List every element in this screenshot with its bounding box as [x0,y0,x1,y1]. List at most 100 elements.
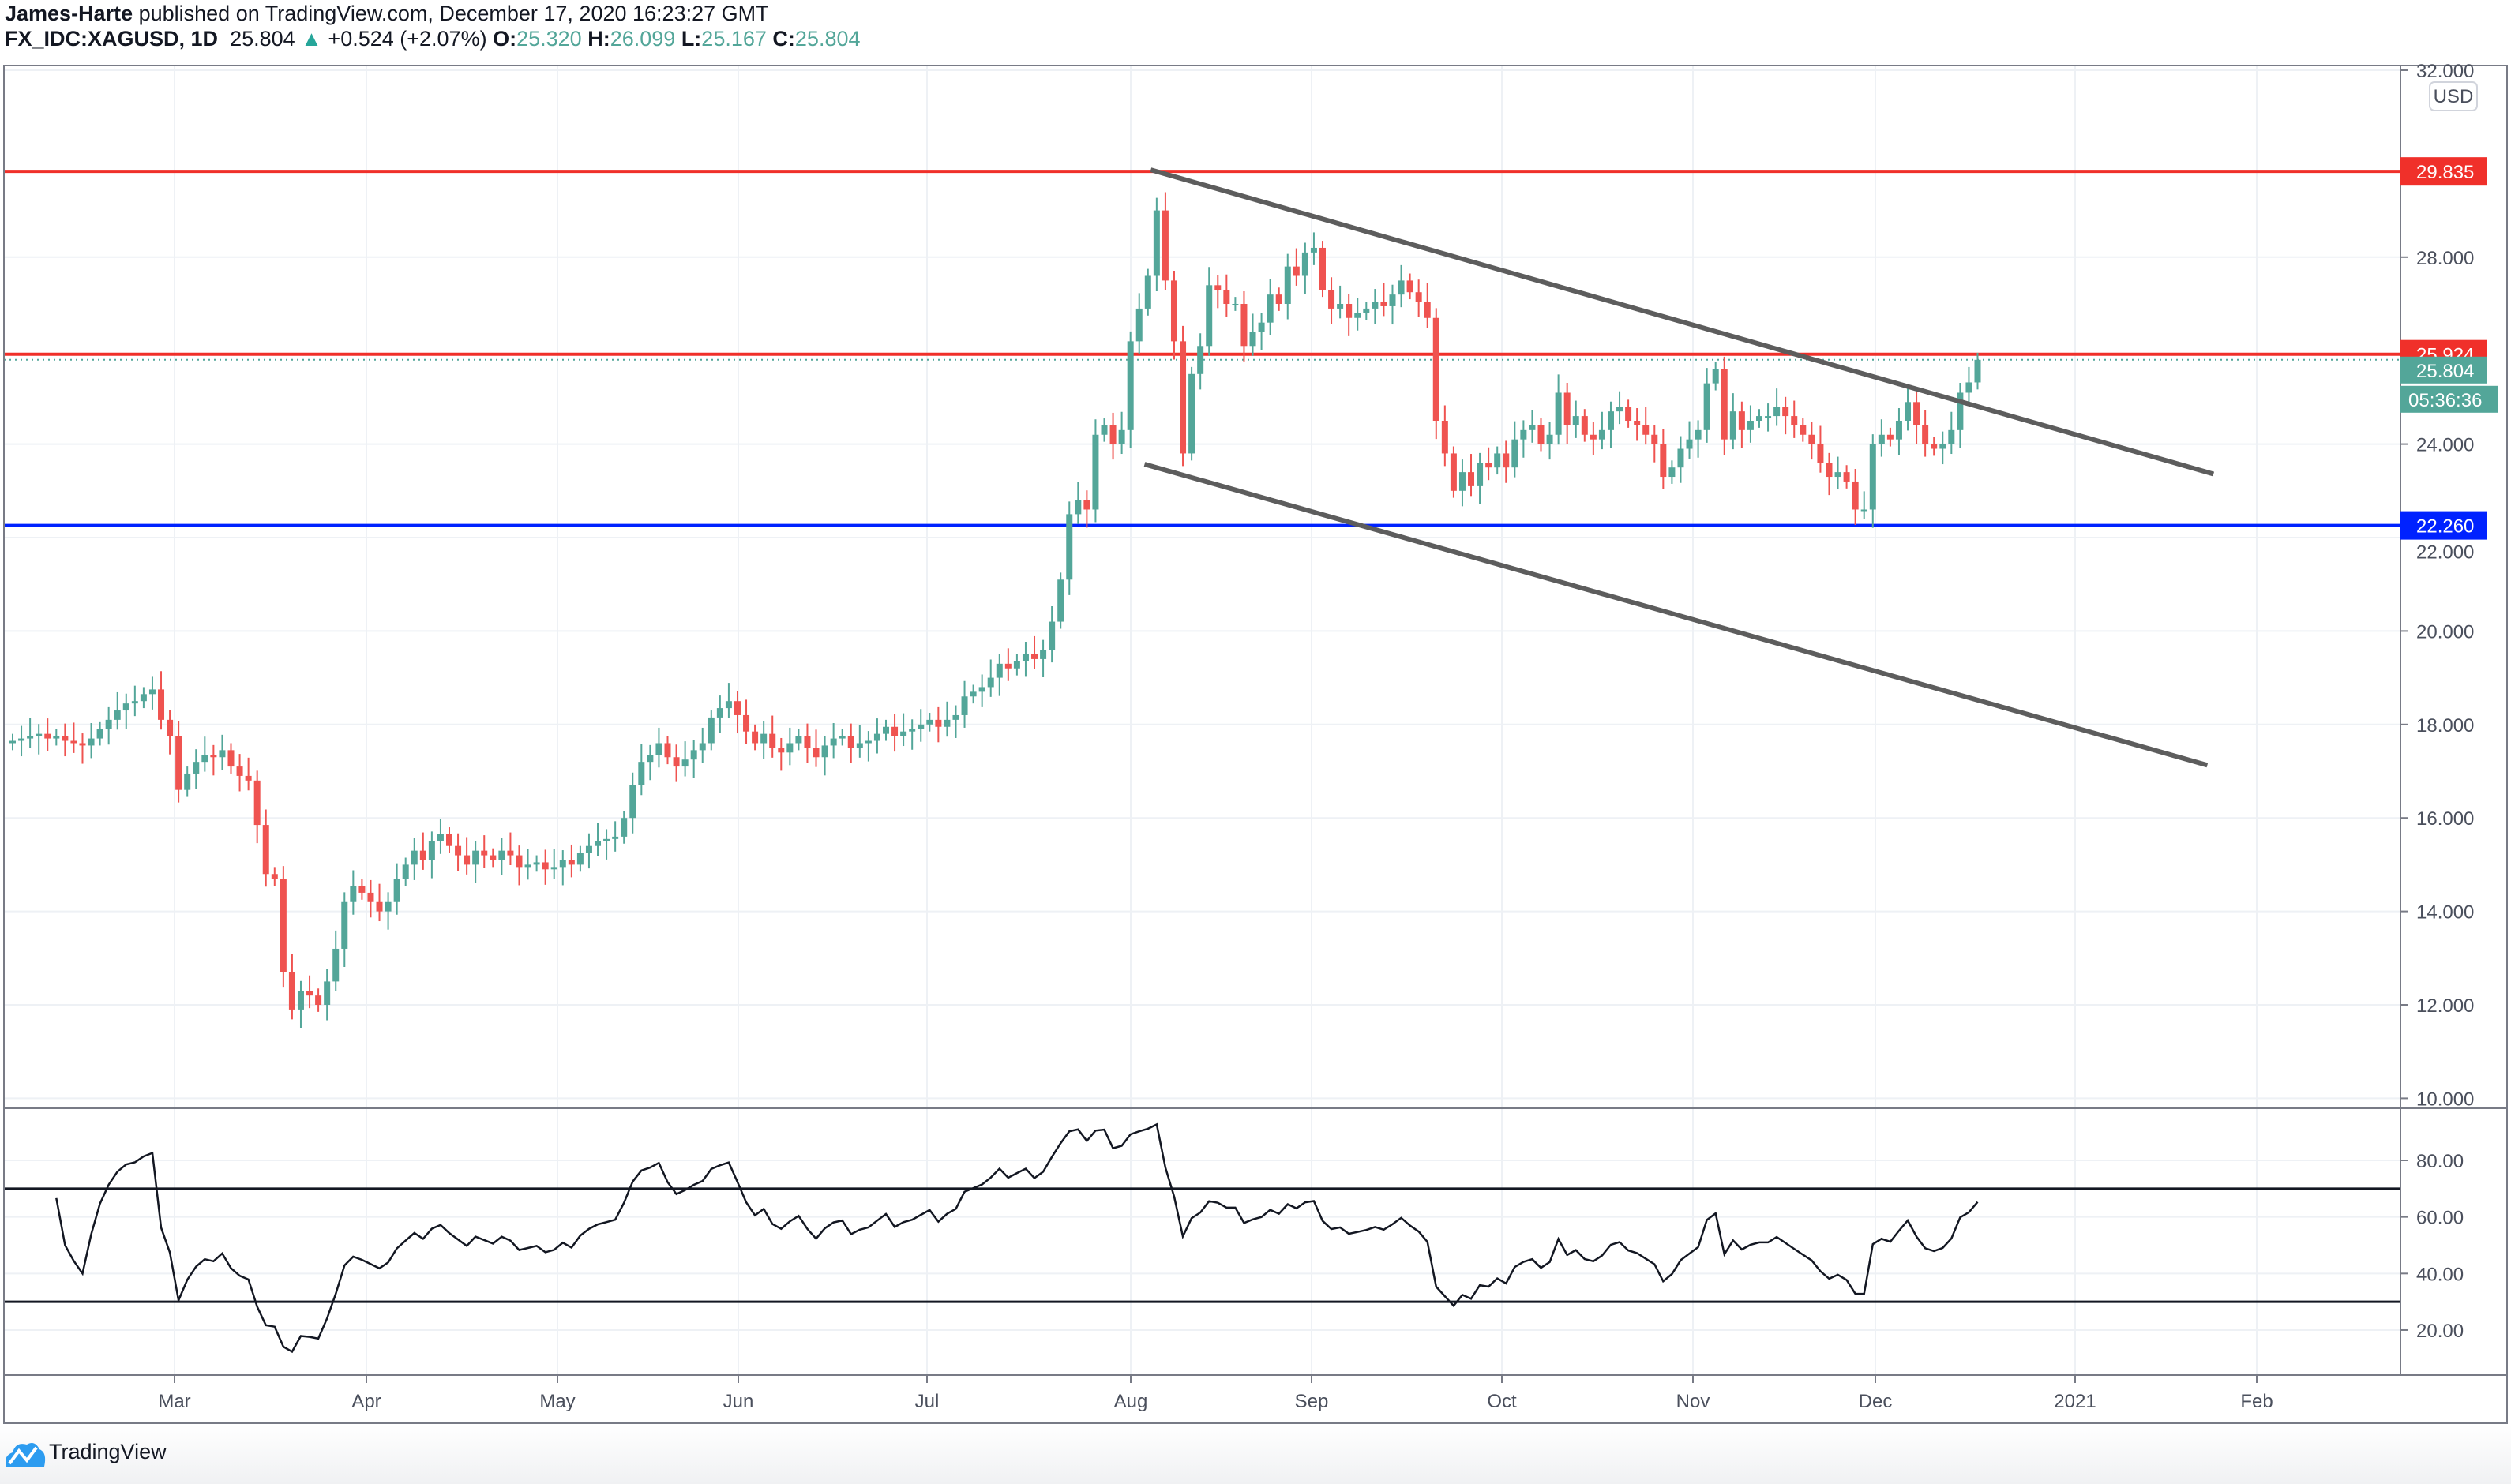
candle-body [1162,210,1169,281]
candle-body [1738,411,1745,430]
candle-body [629,785,636,819]
candle [1965,366,1972,406]
candle-body [88,738,95,746]
candle [315,988,322,1012]
channel-trendline[interactable] [1143,462,2209,768]
candle-body [804,736,811,748]
price-tick-label: 18.000 [2416,715,2474,736]
candle-body [1319,247,1326,290]
candle-body [961,696,968,715]
candle-body [1109,425,1117,444]
tradingview-cloud-logo-icon[interactable] [3,1438,47,1470]
candle-body [1249,332,1256,347]
candle-body [1004,663,1012,669]
candle [1895,408,1902,455]
candle [245,757,252,791]
candle-body [1965,382,1972,393]
candle [1878,419,1885,457]
candle [79,733,86,764]
price-tick-label: 22.000 [2416,542,2474,564]
candle-body [1765,416,1772,418]
time-tick-label: Sep [1295,1391,1329,1412]
candle [1424,283,1431,328]
candle [1022,642,1029,677]
candle-body [472,850,479,865]
candle-body [1668,467,1676,478]
candle-body [1800,425,1807,435]
candle-body [1878,434,1885,444]
candle-body [507,850,514,856]
candle-body [752,731,759,744]
candle [114,691,121,730]
candle-body [1607,411,1614,430]
candle-body [18,738,25,741]
candle [9,733,16,751]
candle-body [664,743,671,758]
symbol-legend: FX_IDC:XAGUSD, 1D 25.804 ▲ +0.524 (+2.07… [5,27,861,51]
open-value: 25.320 [516,27,582,51]
candle-body [909,729,916,732]
candle [472,841,479,883]
trendlines[interactable] [1143,167,2215,768]
brand-name[interactable]: TradingView [49,1440,167,1463]
candle [1258,313,1265,350]
candle [1363,302,1370,320]
candle-body [1092,434,1099,510]
candle [1913,392,1920,444]
candle-body [621,818,628,837]
candle [1249,313,1256,356]
candle [53,729,60,746]
candle [1957,383,1964,448]
candle [1372,289,1379,324]
candle [621,811,628,844]
candle-body [9,740,16,744]
currency-badge[interactable]: USD [2429,81,2478,111]
axes[interactable]: 32.000 28.000 24.000 22.000 20.000 18.000 16.0… [158,61,2498,1412]
candle-body [341,901,348,949]
candle-body [376,901,383,912]
candle-body [1354,313,1361,318]
candle-body [455,845,462,856]
candle [1581,409,1588,442]
candle [411,838,418,880]
candle [1240,291,1248,362]
candle-body [1415,292,1422,302]
candle-body [1747,421,1754,430]
candle [402,857,409,886]
candle [1721,356,1728,455]
rsi-tick-label: 40.00 [2416,1264,2464,1285]
author-name[interactable]: James-Harte [5,2,133,25]
candle-body [1346,304,1353,318]
candle-body [437,834,444,841]
candle-body [1520,429,1527,440]
candle [1563,383,1571,444]
candle-body [79,743,86,746]
candle-body [1432,317,1439,421]
candle [1808,422,1815,460]
candle [341,892,348,968]
candle [1232,297,1239,311]
last-price-tag [2400,356,2487,384]
rsi-tick-label: 60.00 [2416,1208,2464,1229]
channel-trendline[interactable] [1150,167,2215,477]
candle [219,734,226,770]
candle [847,723,854,763]
candle-body [1031,654,1038,659]
candle-body [839,736,846,739]
candle-body [778,748,785,753]
candle [1031,635,1038,669]
last-price-label: 25.804 [2416,361,2474,382]
time-tick-label: 2021 [2054,1391,2096,1412]
candle-body [1406,280,1413,293]
candle-body [1931,444,1938,449]
price-tick-label: 20.000 [2416,621,2474,643]
candle-body [1922,425,1929,444]
candle-body [1232,304,1239,305]
publish-info: James-Harte published on TradingView.com… [5,2,769,26]
candle-body [978,687,985,692]
candle-body [760,733,768,744]
candle-body [1503,453,1510,468]
candle-body [280,879,287,972]
candle-body [970,691,977,697]
